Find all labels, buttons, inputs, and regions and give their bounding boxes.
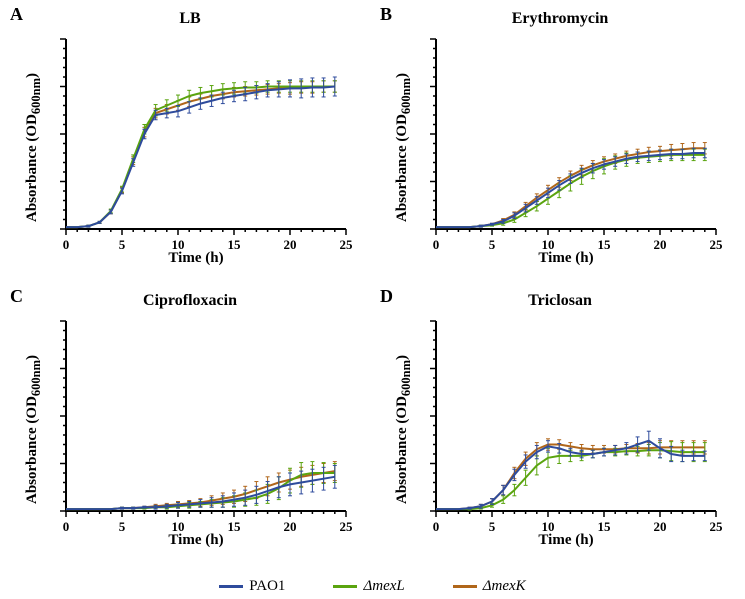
svg-text:0.5: 0.5 <box>426 456 427 471</box>
legend-swatch-dmexK <box>453 585 477 588</box>
legend-swatch-dmexL <box>333 585 357 588</box>
legend-item-dmexL: ΔmexL <box>333 578 404 595</box>
panel-A-ylabel: Absorbance (OD600nm) <box>24 73 44 222</box>
panel-B-chart: 05101520250.00.51.01.52.0 <box>426 34 745 264</box>
svg-text:25: 25 <box>340 519 354 534</box>
legend-swatch-PAO1 <box>219 585 243 588</box>
panel-D: D Triclosan Absorbance (OD600nm) 0510152… <box>380 286 740 548</box>
svg-text:1.5: 1.5 <box>56 79 57 94</box>
panel-B-ylabel: Absorbance (OD600nm) <box>394 73 414 222</box>
svg-text:0.5: 0.5 <box>56 174 57 189</box>
svg-text:25: 25 <box>710 519 724 534</box>
panel-D-ylabel: Absorbance (OD600nm) <box>394 355 414 504</box>
legend: PAO1 ΔmexL ΔmexK <box>0 578 745 595</box>
svg-text:25: 25 <box>710 237 724 252</box>
legend-label-dmexL: ΔmexL <box>363 578 404 594</box>
svg-text:1.5: 1.5 <box>426 79 427 94</box>
panel-A-xlabel: Time (h) <box>56 250 336 267</box>
legend-label-PAO1: PAO1 <box>249 578 285 594</box>
svg-text:1.5: 1.5 <box>426 361 427 376</box>
panel-B: B Erythromycin Absorbance (OD600nm) 0510… <box>380 4 740 266</box>
panel-B-xlabel: Time (h) <box>426 250 706 267</box>
panel-A-chart: 05101520250.00.51.01.52.0 <box>56 34 376 264</box>
panel-C-ylabel: Absorbance (OD600nm) <box>24 355 44 504</box>
panel-A-title: LB <box>10 10 370 28</box>
panel-C: C Ciprofloxacin Absorbance (OD600nm) 051… <box>10 286 370 548</box>
panel-C-xlabel: Time (h) <box>56 532 336 549</box>
panel-B-title: Erythromycin <box>380 10 740 28</box>
panel-C-chart: 05101520250.00.51.01.52.0 <box>56 316 376 546</box>
svg-text:0.5: 0.5 <box>426 174 427 189</box>
figure-container: A LB Absorbance (OD600nm) 05101520250.00… <box>0 0 745 599</box>
legend-item-dmexK: ΔmexK <box>453 578 526 595</box>
svg-text:0.5: 0.5 <box>56 456 57 471</box>
panel-D-chart: 05101520250.00.51.01.52.0 <box>426 316 745 546</box>
panel-D-xlabel: Time (h) <box>426 532 706 549</box>
panel-C-title: Ciprofloxacin <box>10 292 370 310</box>
legend-label-dmexK: ΔmexK <box>483 578 526 594</box>
legend-item-PAO1: PAO1 <box>219 578 285 595</box>
svg-text:25: 25 <box>340 237 354 252</box>
panel-D-title: Triclosan <box>380 292 740 310</box>
panel-A: A LB Absorbance (OD600nm) 05101520250.00… <box>10 4 370 266</box>
svg-text:1.5: 1.5 <box>56 361 57 376</box>
